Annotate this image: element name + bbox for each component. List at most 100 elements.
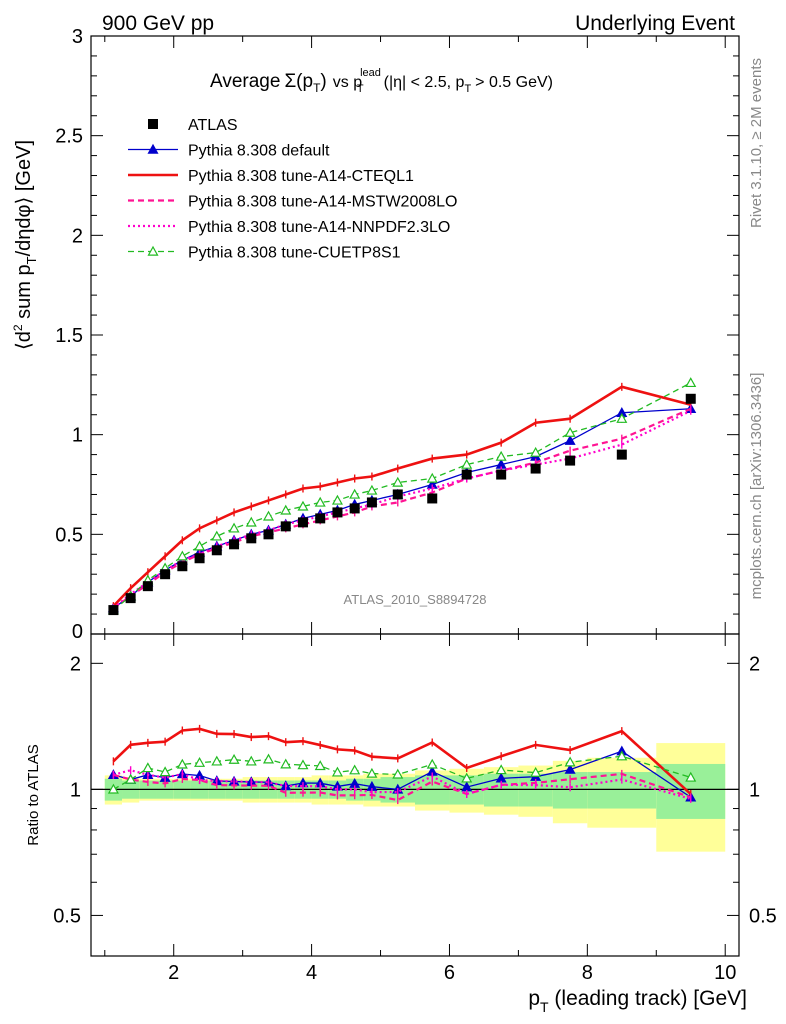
ratio-plot-frame — [90, 633, 740, 957]
main-y-tick-label: 0.5 — [55, 524, 83, 546]
marker-cuetp8s1 — [616, 412, 628, 423]
legend-label-nnpdf: Pythia 8.308 tune-A14-NNPDF2.3LO — [188, 219, 450, 236]
marker-cuetp8s1 — [176, 550, 188, 561]
ratio-marker-cuetp8s1 — [461, 772, 473, 783]
ratio-y-tick-label-right: 1 — [749, 779, 760, 801]
main-y-tick-label: 3 — [72, 26, 83, 48]
ratio-marker-cuetp8s1 — [211, 755, 223, 766]
series-line-nnpdf — [112, 409, 692, 609]
atlas-data-point — [616, 449, 627, 460]
marker-cuetp8s1 — [211, 530, 223, 541]
atlas-data-point — [246, 533, 257, 544]
main-y-tick-label-zero: 0 — [72, 621, 83, 643]
main-y-tick-label: 1.5 — [55, 325, 83, 347]
main-y-tick-label: 2 — [72, 225, 83, 247]
atlas-data-point — [280, 521, 291, 532]
legend-label-default: Pythia 8.308 default — [188, 143, 330, 160]
ratio-marker-cuetp8s1 — [176, 758, 188, 769]
x-tick-label: 8 — [582, 962, 593, 984]
ratio-marker-cuetp8s1 — [280, 758, 292, 769]
legend-marker-default — [147, 143, 159, 154]
marker-cuetp8s1 — [564, 426, 576, 437]
marker-cuetp8s1 — [495, 450, 507, 461]
atlas-data-point — [194, 553, 205, 564]
atlas-data-point — [177, 561, 188, 572]
main-title: Average Σ(pT) vs plead T (|η| < 2.5, pT > 0.5… — [210, 67, 553, 95]
main-y-axis-label: ⟨d2 sum pT/dηdφ⟩ [GeV] — [11, 140, 39, 350]
atlas-data-point — [565, 455, 576, 466]
ratio-marker-cuetp8s1 — [125, 773, 137, 784]
ratio-marker-cuetp8s1 — [107, 783, 119, 794]
ratio-line-cteql1 — [112, 727, 692, 796]
atlas-data-point — [297, 517, 308, 528]
mcplots-label: mcplots.cern.ch [arXiv:1306.3436] — [748, 373, 765, 600]
ratio-marker-cuetp8s1 — [159, 766, 171, 777]
marker-cuetp8s1 — [194, 540, 206, 551]
atlas-data-point — [496, 469, 507, 480]
legend-label-cteql1: Pythia 8.308 tune-A14-CTEQL1 — [188, 168, 414, 185]
atlas-data-point — [392, 489, 403, 500]
series-line-mstw — [112, 407, 692, 609]
ratio-marker-cuetp8s1 — [366, 767, 378, 778]
ratio-marker-cuetp8s1 — [685, 771, 697, 782]
ratio-marker-cuetp8s1 — [564, 756, 576, 767]
header-left: 900 GeV pp — [102, 12, 214, 35]
rivet-label: Rivet 3.1.10, ≥ 2M events — [748, 58, 765, 228]
atlas-data-point — [349, 503, 360, 514]
atlas-data-point — [229, 539, 240, 550]
marker-cuetp8s1 — [314, 496, 326, 507]
x-tick-label: 6 — [444, 962, 455, 984]
ratio-marker-cuetp8s1 — [142, 762, 154, 773]
atlas-data-point — [108, 605, 119, 616]
ratio-marker-cuetp8s1 — [530, 766, 542, 777]
atlas-data-point — [461, 469, 472, 480]
atlas-data-point — [160, 569, 171, 580]
marker-cuetp8s1 — [349, 488, 361, 499]
ratio-marker-cuetp8s1 — [297, 759, 309, 770]
marker-cuetp8s1 — [280, 504, 292, 515]
ratio-marker-cuetp8s1 — [245, 755, 257, 766]
ratio-marker-cuetp8s1 — [392, 768, 404, 779]
x-tick-label: 4 — [306, 962, 317, 984]
series-line-cteql1 — [112, 385, 692, 607]
atlas-data-point — [315, 513, 326, 524]
marker-cuetp8s1 — [366, 484, 378, 495]
x-axis-label: pT (leading track) [GeV] — [528, 987, 747, 1015]
ratio-y-tick-label: 1 — [70, 779, 81, 801]
ratio-marker-cuetp8s1 — [331, 766, 343, 777]
x-tick-label: 10 — [714, 962, 736, 984]
ratio-y-tick-label: 0.5 — [53, 905, 81, 927]
atlas-data-point — [142, 581, 153, 592]
ratio-marker-cuetp8s1 — [349, 764, 361, 775]
atlas-data-point — [530, 463, 541, 474]
ratio-marker-cuetp8s1 — [495, 764, 507, 775]
ratio-marker-cuetp8s1 — [426, 758, 438, 769]
marker-cuetp8s1 — [530, 446, 542, 457]
ratio-marker-cuetp8s1 — [314, 760, 326, 771]
ratio-marker-default — [564, 763, 576, 774]
ratio-marker-cuetp8s1 — [262, 753, 275, 764]
marker-default — [564, 434, 576, 445]
marker-cuetp8s1 — [331, 494, 343, 505]
ratio-marker-cuetp8s1 — [228, 753, 240, 764]
legend-label-atlas: ATLAS — [188, 117, 238, 134]
analysis-watermark: ATLAS_2010_S8894728 — [344, 592, 487, 607]
marker-cuetp8s1 — [685, 377, 697, 388]
atlas-data-point — [685, 393, 696, 404]
marker-cuetp8s1 — [262, 510, 275, 521]
ratio-marker-cuetp8s1 — [194, 756, 206, 767]
marker-cuetp8s1 — [392, 476, 404, 487]
ratio-y-axis-label: Ratio to ATLAS — [25, 744, 42, 845]
marker-cuetp8s1 — [297, 500, 309, 511]
atlas-data-point — [427, 493, 438, 504]
marker-cuetp8s1 — [228, 522, 240, 533]
series-line-default — [113, 408, 691, 609]
ratio-line-nnpdf — [113, 769, 692, 800]
atlas-data-point — [211, 545, 222, 556]
legend-label-mstw: Pythia 8.308 tune-A14-MSTW2008LO — [188, 194, 457, 211]
legend-marker-atlas — [148, 119, 158, 129]
legend: ATLAS Pythia 8.308 default Pythia 8.308 tu… — [128, 117, 457, 262]
atlas-data-point — [263, 529, 274, 540]
legend-marker-cuetp8s1 — [147, 245, 159, 256]
